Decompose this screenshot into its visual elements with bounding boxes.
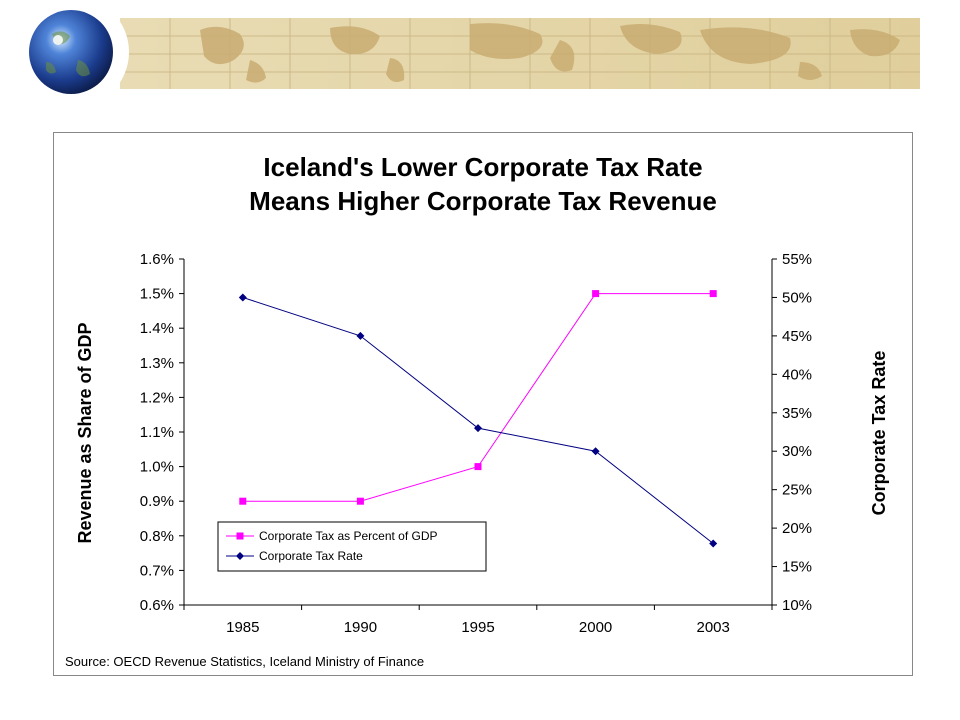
map-strip xyxy=(120,18,920,89)
left-tick-label: 0.6% xyxy=(140,597,174,614)
right-tick-label: 35% xyxy=(782,405,812,422)
legend: Corporate Tax as Percent of GDP Corporate… xyxy=(217,521,487,572)
x-tick-label: 1985 xyxy=(226,619,259,636)
left-axis-title: Revenue as Share of GDP xyxy=(75,322,95,543)
source-note: Source: OECD Revenue Statistics, Iceland… xyxy=(65,654,424,669)
left-tick-label: 0.9% xyxy=(140,493,174,510)
series-1-point xyxy=(592,290,600,298)
chart-title-line-2: Means Higher Corporate Tax Revenue xyxy=(249,186,717,216)
globe-icon xyxy=(17,0,129,108)
series-2-point xyxy=(474,424,482,433)
right-tick-label: 55% xyxy=(782,251,812,268)
left-tick-label: 0.7% xyxy=(140,562,174,579)
x-tick-label: 2003 xyxy=(697,619,730,636)
x-tick-label: 2000 xyxy=(579,619,612,636)
chart: Iceland's Lower Corporate Tax Rate Means… xyxy=(65,152,889,669)
left-tick-label: 1.5% xyxy=(140,286,174,303)
series-2-point xyxy=(238,293,247,302)
right-axis-title: Corporate Tax Rate xyxy=(869,351,889,516)
plot-area: 0.6% 0.7% 0.8% 0.9% 1.0% 1.1% 1.2% 1.3% 1.4% 1.5%… xyxy=(140,251,812,636)
x-tick-label: 1990 xyxy=(344,619,377,636)
right-tick-label: 50% xyxy=(782,289,812,306)
left-tick-label: 1.2% xyxy=(140,389,174,406)
left-tick-label: 1.4% xyxy=(140,320,174,337)
x-tick-label: 1995 xyxy=(461,619,494,636)
legend-box xyxy=(217,521,487,572)
right-tick-label: 15% xyxy=(782,559,812,576)
legend-marker-1 xyxy=(236,532,244,540)
left-tick-label: 1.6% xyxy=(140,251,174,268)
legend-label-1: Corporate Tax as Percent of GDP xyxy=(259,529,438,543)
right-tick-label: 45% xyxy=(782,328,812,345)
left-tick-label: 0.8% xyxy=(140,528,174,545)
series-2-point xyxy=(709,539,718,548)
series-line-2 xyxy=(242,296,714,544)
right-tick-label: 10% xyxy=(782,597,812,614)
chart-frame: Iceland's Lower Corporate Tax Rate Means… xyxy=(53,132,913,676)
legend-label-2: Corporate Tax Rate xyxy=(259,549,363,563)
left-tick-label: 1.3% xyxy=(140,355,174,372)
series-2-point xyxy=(356,331,365,340)
right-tick-label: 30% xyxy=(782,443,812,460)
series-2-point xyxy=(591,447,600,456)
left-tick-label: 1.0% xyxy=(140,459,174,476)
right-tick-label: 40% xyxy=(782,366,812,383)
left-tick-label: 1.1% xyxy=(140,424,174,441)
series-1-point xyxy=(239,497,247,505)
series-1-point xyxy=(709,290,717,298)
header-banner xyxy=(17,0,920,108)
right-tick-label: 25% xyxy=(782,482,812,499)
series-1-point xyxy=(474,463,482,471)
legend-marker-2 xyxy=(236,552,244,560)
chart-title-line-1: Iceland's Lower Corporate Tax Rate xyxy=(263,152,702,182)
series-1-point xyxy=(356,497,364,505)
right-tick-label: 20% xyxy=(782,520,812,537)
